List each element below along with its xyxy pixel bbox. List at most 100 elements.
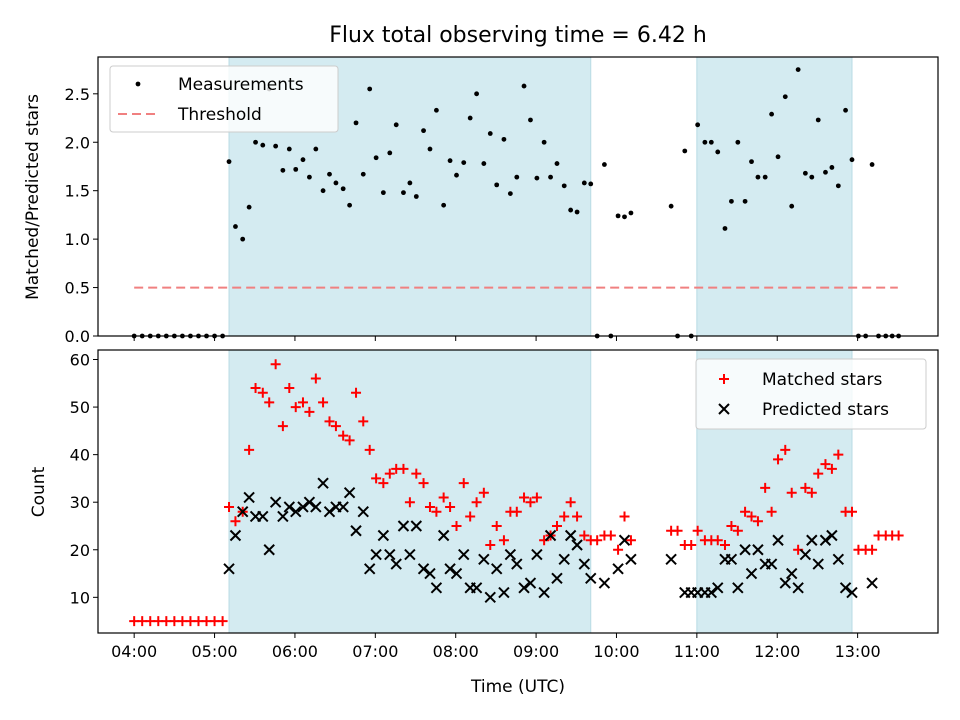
top-axes-frame [97, 56, 939, 337]
measurement-point [407, 180, 413, 186]
measurement-point [233, 224, 238, 229]
measurement-point [835, 183, 841, 189]
measurement-point [588, 181, 594, 187]
predicted-star-point [223, 563, 235, 575]
measurement-point [561, 183, 567, 189]
matched-star-point [760, 482, 771, 493]
legend-predicted-label: Predicted stars [762, 400, 889, 420]
matched-star-point [712, 535, 723, 546]
y-tick-label: 20 [70, 541, 90, 560]
predicted-star-point [598, 577, 611, 589]
measurement-point [622, 214, 627, 220]
predicted-star-point [725, 553, 738, 565]
matched-star-point [565, 497, 576, 508]
top-legend: Measurements Threshold [109, 65, 339, 133]
measurement-point [755, 174, 761, 180]
measurement-point [682, 148, 688, 154]
predicted-star-point [303, 496, 316, 508]
matched-star-point [539, 535, 550, 546]
predicted-star-point [243, 491, 255, 504]
matched-star-point [780, 444, 791, 455]
predicted-star-point [470, 582, 483, 594]
predicted-star-point [511, 558, 523, 570]
matched-star-point [297, 397, 308, 408]
measurement-point [843, 107, 848, 113]
matched-star-point [378, 478, 389, 489]
matched-star-point [224, 501, 235, 512]
measurement-point [715, 149, 721, 155]
matched-star-point [732, 525, 743, 536]
predicted-star-point [397, 520, 410, 532]
predicted-star-point [498, 586, 510, 599]
bottom-y-axis-label: Count [29, 466, 49, 517]
measurement-point [373, 155, 379, 161]
predicted-star-point [384, 548, 396, 561]
legend-box [695, 358, 927, 430]
predicted-star-point [229, 529, 242, 542]
top-x-tick-marks [133, 336, 859, 341]
matched-star-point [893, 530, 904, 541]
predicted-star-point [350, 525, 362, 537]
measurement-point [413, 194, 419, 199]
measurement-point [481, 161, 487, 166]
matched-star-point [471, 497, 482, 508]
top-observing-windows [228, 56, 853, 337]
predicted-star-point [363, 563, 376, 575]
matched-star-point [531, 492, 542, 503]
measurement-point [427, 146, 433, 152]
measurement-point [286, 146, 292, 152]
predicted-star-point [792, 582, 804, 594]
bottom-x-ticks: 04:00 05:00 06:00 07:00 08:00 09:00 10:00 11:00… [111, 633, 881, 661]
x-tick-label: 05:00 [192, 642, 238, 661]
matched-star-point [244, 444, 255, 455]
measurement-point [695, 122, 701, 128]
x-tick-label: 06:00 [272, 642, 318, 661]
y-tick-label: 10 [70, 588, 90, 607]
predicted-star-point [846, 586, 858, 599]
measurement-point [735, 139, 741, 145]
matched-star-point [364, 444, 375, 455]
x-tick-label: 04:00 [111, 642, 157, 661]
predicted-star-point [772, 534, 784, 546]
predicted-star-point [558, 553, 570, 565]
predicted-star-point [504, 548, 517, 561]
x-axis-label: Time (UTC) [470, 677, 565, 697]
top-y-axis-label: Matched/Predicted stars [23, 94, 43, 300]
measurement-point [280, 167, 286, 173]
matched-star-point [498, 535, 509, 546]
measurement-point [628, 210, 634, 216]
predicted-star-point [269, 496, 282, 508]
matched-star-point [445, 501, 456, 512]
predicted-star-point [518, 582, 530, 594]
predicted-star-point [799, 548, 812, 561]
matched-star-point [672, 525, 683, 536]
predicted-star-point [404, 548, 416, 561]
measurement-point [246, 204, 252, 210]
matched-star-point [318, 397, 329, 408]
observing-window-1 [228, 349, 592, 634]
matched-star-point [310, 373, 321, 384]
measurement-point [454, 172, 459, 178]
predicted-star-point [458, 548, 470, 561]
predicted-star-point [370, 548, 382, 561]
measurement-point [333, 180, 339, 186]
predicted-star-point [618, 534, 631, 546]
measurement-point [273, 143, 279, 149]
matched-star-point [806, 487, 817, 498]
legend-matched-marker [719, 374, 729, 384]
predicted-star-point [551, 572, 563, 585]
measurement-point [849, 157, 855, 163]
matched-star-point [867, 544, 878, 555]
predicted-star-point [444, 563, 456, 575]
matched-star-point [465, 511, 476, 522]
matched-star-point [277, 421, 288, 432]
matched-star-point [338, 430, 349, 441]
predicted-star-point [712, 582, 724, 594]
measurement-point [467, 115, 473, 121]
y-tick-label: 40 [70, 446, 90, 465]
measurement-point [240, 236, 246, 242]
predicted-star-point [337, 501, 349, 513]
measurement-point [501, 136, 507, 142]
matched-star-point [800, 482, 811, 493]
measurement-point [574, 209, 580, 215]
